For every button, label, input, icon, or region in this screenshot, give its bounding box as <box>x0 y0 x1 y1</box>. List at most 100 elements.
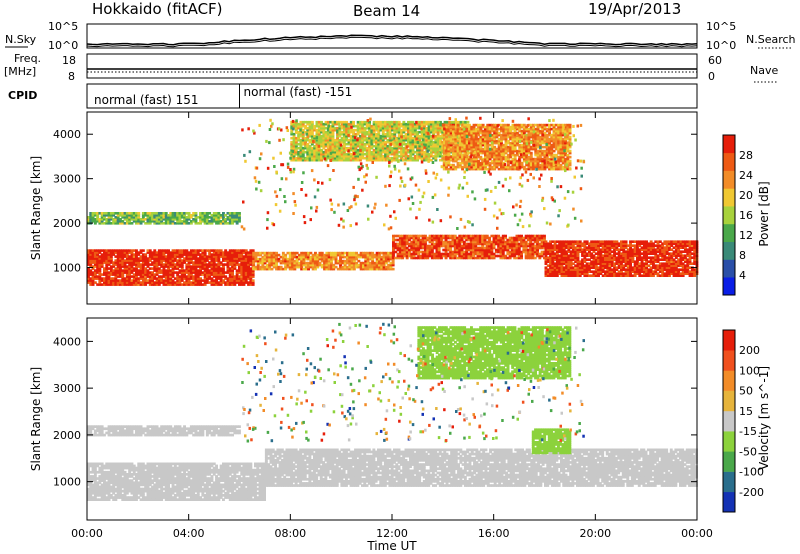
heatmap-cell-power-2-1813 <box>430 252 434 256</box>
heatmap-cell-power-3-2437 <box>558 270 562 273</box>
heatmap-cell-power-4-3624 <box>183 220 186 223</box>
heatmap-cell-power-2-1724 <box>410 234 414 238</box>
heatmap-cell-power-0-1009 <box>233 275 237 278</box>
heatmap-cell-power-5-3888 <box>308 154 312 158</box>
heatmap-cell-power-5-3778 <box>292 138 296 142</box>
heatmap-cell-power-5-4008 <box>322 128 326 132</box>
heatmap-cell-power-1-1530 <box>364 255 368 259</box>
heatmap-cell-power-1-1197 <box>265 267 269 271</box>
heatmap-cell-power-0-254 <box>123 277 127 280</box>
heatmap-cell-power-3-3073 <box>647 244 651 247</box>
heatmap-cell-power-0-173 <box>112 281 116 284</box>
heatmap-cell-power-2-2145 <box>501 250 505 254</box>
heatmap-cell-power-5-4407 <box>375 152 378 156</box>
heatmap-cell-power-3-3283 <box>679 258 683 261</box>
heatmap-cell-power-1-1604 <box>384 257 388 261</box>
heatmap-cell-power-0-537 <box>164 271 168 274</box>
heatmap-cell-power-3-2714 <box>597 258 600 261</box>
heatmap-cell-power-0-190 <box>114 273 118 276</box>
heatmap-cell-power-4-3491 <box>125 212 129 215</box>
heatmap-cell-power-3-2960 <box>631 252 635 255</box>
heatmap-cell-power-1-1598 <box>382 253 386 257</box>
heatmap-cell-power-0-682 <box>185 259 189 262</box>
heatmap-cell-power-0-717 <box>189 255 193 258</box>
heatmap-cell-power-4-3744 <box>235 212 239 215</box>
heatmap-cell-power-2-1935 <box>456 238 459 242</box>
heatmap-cell-power-5-3967 <box>317 138 321 142</box>
heatmap-cell-power-4-3405 <box>89 218 93 221</box>
heatmap-cell-power-2-2300 <box>536 248 539 252</box>
heatmap-cell-power-1-1460 <box>343 259 347 263</box>
heatmap-cell-power-1-1359 <box>314 263 317 267</box>
heatmap-cell-power-0-864 <box>212 281 216 284</box>
heatmap-cell-power-3-3143 <box>658 252 662 255</box>
heatmap-cell-power-1-1609 <box>387 265 391 269</box>
heatmap-cell-power-1-1428 <box>334 265 338 269</box>
heatmap-cell-power-0-526 <box>162 257 166 260</box>
heatmap-cell-power-5-3794 <box>294 140 298 144</box>
heatmap-cell-power-4-3530 <box>144 214 148 217</box>
heatmap-cell-power-5-4502 <box>386 148 390 152</box>
heatmap-cell-power-2-2148 <box>501 244 505 248</box>
heatmap-cell-power-0-534 <box>164 277 168 280</box>
heatmap-cell-power-4-3486 <box>125 222 129 225</box>
heatmap-cell-power-2-1770 <box>421 254 425 258</box>
heatmap-cell-power-0-381 <box>141 277 145 280</box>
heatmap-cell-power-2-1800 <box>426 236 430 240</box>
heatmap-cell-power-3-2479 <box>562 254 566 257</box>
heatmap-cell-power-3-3190 <box>665 252 669 255</box>
heatmap-cell-power-3-3126 <box>656 258 660 261</box>
heatmap-cell-power-0-307 <box>130 265 134 268</box>
heatmap-cell-power-5-4120 <box>336 120 339 124</box>
heatmap-cell-power-4-3453 <box>109 214 113 217</box>
heatmap-cell-power-3-2761 <box>604 262 607 265</box>
heatmap-cell-power-2-1842 <box>435 236 439 240</box>
heatmap-cell-power-4-3597 <box>171 218 175 221</box>
heatmap-cell-power-3-2907 <box>624 264 628 267</box>
heatmap-cell-power-2-1795 <box>426 250 430 254</box>
heatmap-cell-power-3-3351 <box>688 242 692 245</box>
heatmap-cell-power-0-503 <box>160 275 164 278</box>
heatmap-cell-power-3-3009 <box>638 248 642 251</box>
heatmap-cell-power-0-1104 <box>247 281 250 284</box>
heatmap-cell-power-5-4282 <box>359 152 362 156</box>
heatmap-cell-power-0-164 <box>109 265 113 268</box>
heatmap-cell-power-2-1807 <box>428 240 432 244</box>
heatmap-cell-power-2-2020 <box>474 244 478 248</box>
heatmap-cell-power-0-101 <box>100 261 104 264</box>
heatmap-cell-power-0-70 <box>96 263 100 266</box>
heatmap-cell-power-0-1113 <box>247 261 250 264</box>
heatmap-cell-power-0-750 <box>194 257 198 260</box>
heatmap-cell-power-0-1068 <box>240 249 244 252</box>
heatmap-cell-power-0-28 <box>89 255 93 258</box>
heatmap-cell-power-2-1702 <box>405 240 409 244</box>
heatmap-cell-power-5-4764 <box>418 122 422 126</box>
heatmap-cell-power-3-3105 <box>652 242 655 245</box>
heatmap-cell-power-3-3072 <box>647 246 651 249</box>
heatmap-cell-power-3-3010 <box>638 244 642 247</box>
heatmap-cell-power-3-2938 <box>629 266 632 269</box>
heatmap-cell-power-5-4248 <box>354 154 358 158</box>
heatmap-cell-power-1-1462 <box>343 251 347 255</box>
heatmap-cell-power-1-1409 <box>327 255 331 259</box>
heatmap-cell-power-5-4690 <box>409 130 413 134</box>
heatmap-cell-power-3-2395 <box>551 256 555 259</box>
heatmap-cell-power-0-959 <box>226 271 230 274</box>
heatmap-cell-power-5-4353 <box>368 150 371 154</box>
heatmap-cell-power-5-4921 <box>439 142 442 146</box>
heatmap-cell-power-2-2081 <box>485 234 489 238</box>
heatmap-cell-power-5-4549 <box>391 122 394 126</box>
heatmap-cell-power-0-272 <box>125 271 129 274</box>
heatmap-cell-power-0-833 <box>208 281 212 284</box>
heatmap-cell-power-2-2033 <box>476 240 480 244</box>
heatmap-cell-power-5-3761 <box>290 132 294 136</box>
heatmap-cell-power-1-1455 <box>341 251 345 255</box>
heatmap-cell-power-5-4872 <box>432 128 436 132</box>
heatmap-cell-power-0-1052 <box>240 281 244 284</box>
heatmap-cell-power-4-3513 <box>135 212 138 215</box>
heatmap-cell-power-3-3334 <box>686 244 690 247</box>
heatmap-cell-power-5-4148 <box>340 138 344 142</box>
heatmap-cell-power-0-1019 <box>233 249 237 252</box>
heatmap-cell-power-3-3356 <box>690 268 694 271</box>
heatmap-cell-power-0-617 <box>176 271 180 274</box>
